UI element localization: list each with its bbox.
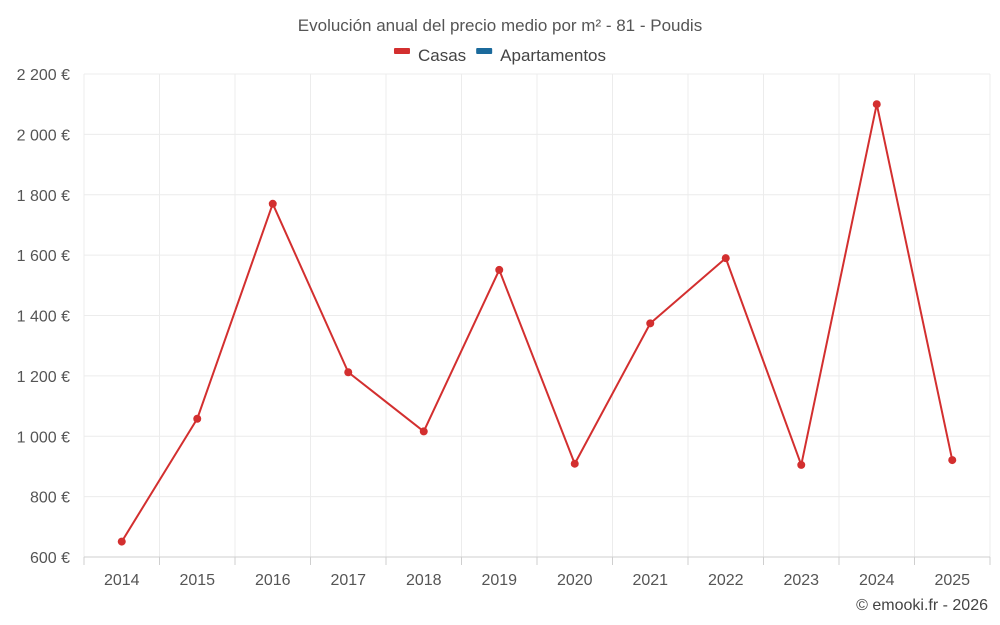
- data-point[interactable]: [117, 537, 126, 546]
- x-tick-label: 2024: [859, 572, 895, 589]
- x-tick-label: 2021: [632, 572, 668, 589]
- x-tick-label: 2022: [708, 572, 744, 589]
- x-tick-label: 2016: [255, 572, 291, 589]
- data-point[interactable]: [344, 368, 353, 377]
- x-tick-label: 2014: [104, 572, 140, 589]
- x-tick-label: 2025: [934, 572, 970, 589]
- legend-swatch: [393, 48, 410, 54]
- credit-text: © emooki.fr - 2026: [856, 597, 988, 614]
- data-point[interactable]: [872, 100, 881, 109]
- chart-title: Evolución anual del precio medio por m² …: [298, 16, 702, 35]
- legend-item-apartamentos[interactable]: Apartamentos: [476, 46, 606, 65]
- x-tick-label: 2015: [179, 572, 215, 589]
- x-axis: 2014 2015 2016 2017 2018 2019 2020 2021 2022 2023…: [83, 557, 991, 589]
- data-point[interactable]: [721, 254, 730, 263]
- y-tick-label: 2 200 €: [17, 67, 70, 84]
- data-point[interactable]: [193, 414, 202, 423]
- y-tick-label: 2 000 €: [17, 127, 70, 144]
- y-tick-label: 800 €: [30, 490, 70, 507]
- x-tick-label: 2017: [330, 572, 366, 589]
- data-point[interactable]: [646, 319, 655, 328]
- y-tick-label: 1 600 €: [17, 248, 70, 265]
- data-point[interactable]: [948, 456, 957, 465]
- legend-label: Apartamentos: [500, 46, 606, 65]
- y-tick-label: 1 800 €: [17, 188, 70, 205]
- data-point[interactable]: [797, 460, 806, 469]
- y-tick-label: 600 €: [30, 550, 70, 567]
- legend-item-casas[interactable]: Casas: [393, 46, 466, 65]
- y-tick-label: 1 000 €: [17, 429, 70, 446]
- x-tick-label: 2018: [406, 572, 442, 589]
- y-tick-label: 1 400 €: [17, 309, 70, 326]
- data-point[interactable]: [419, 427, 428, 436]
- y-axis: 600 € 800 € 1 000 € 1 200 € 1 400 € 1 600 € 1 …: [17, 67, 70, 567]
- x-tick-label: 2023: [783, 572, 819, 589]
- data-point[interactable]: [268, 199, 277, 208]
- legend-label: Casas: [418, 46, 466, 65]
- data-point[interactable]: [570, 459, 579, 468]
- x-tick-label: 2019: [481, 572, 517, 589]
- legend: Casas Apartamentos: [393, 46, 606, 65]
- data-point[interactable]: [495, 265, 504, 274]
- y-tick-label: 1 200 €: [17, 369, 70, 386]
- legend-swatch: [476, 48, 493, 54]
- x-tick-label: 2020: [557, 572, 593, 589]
- series-layer: [117, 100, 957, 546]
- series-line-casas: [120, 103, 954, 543]
